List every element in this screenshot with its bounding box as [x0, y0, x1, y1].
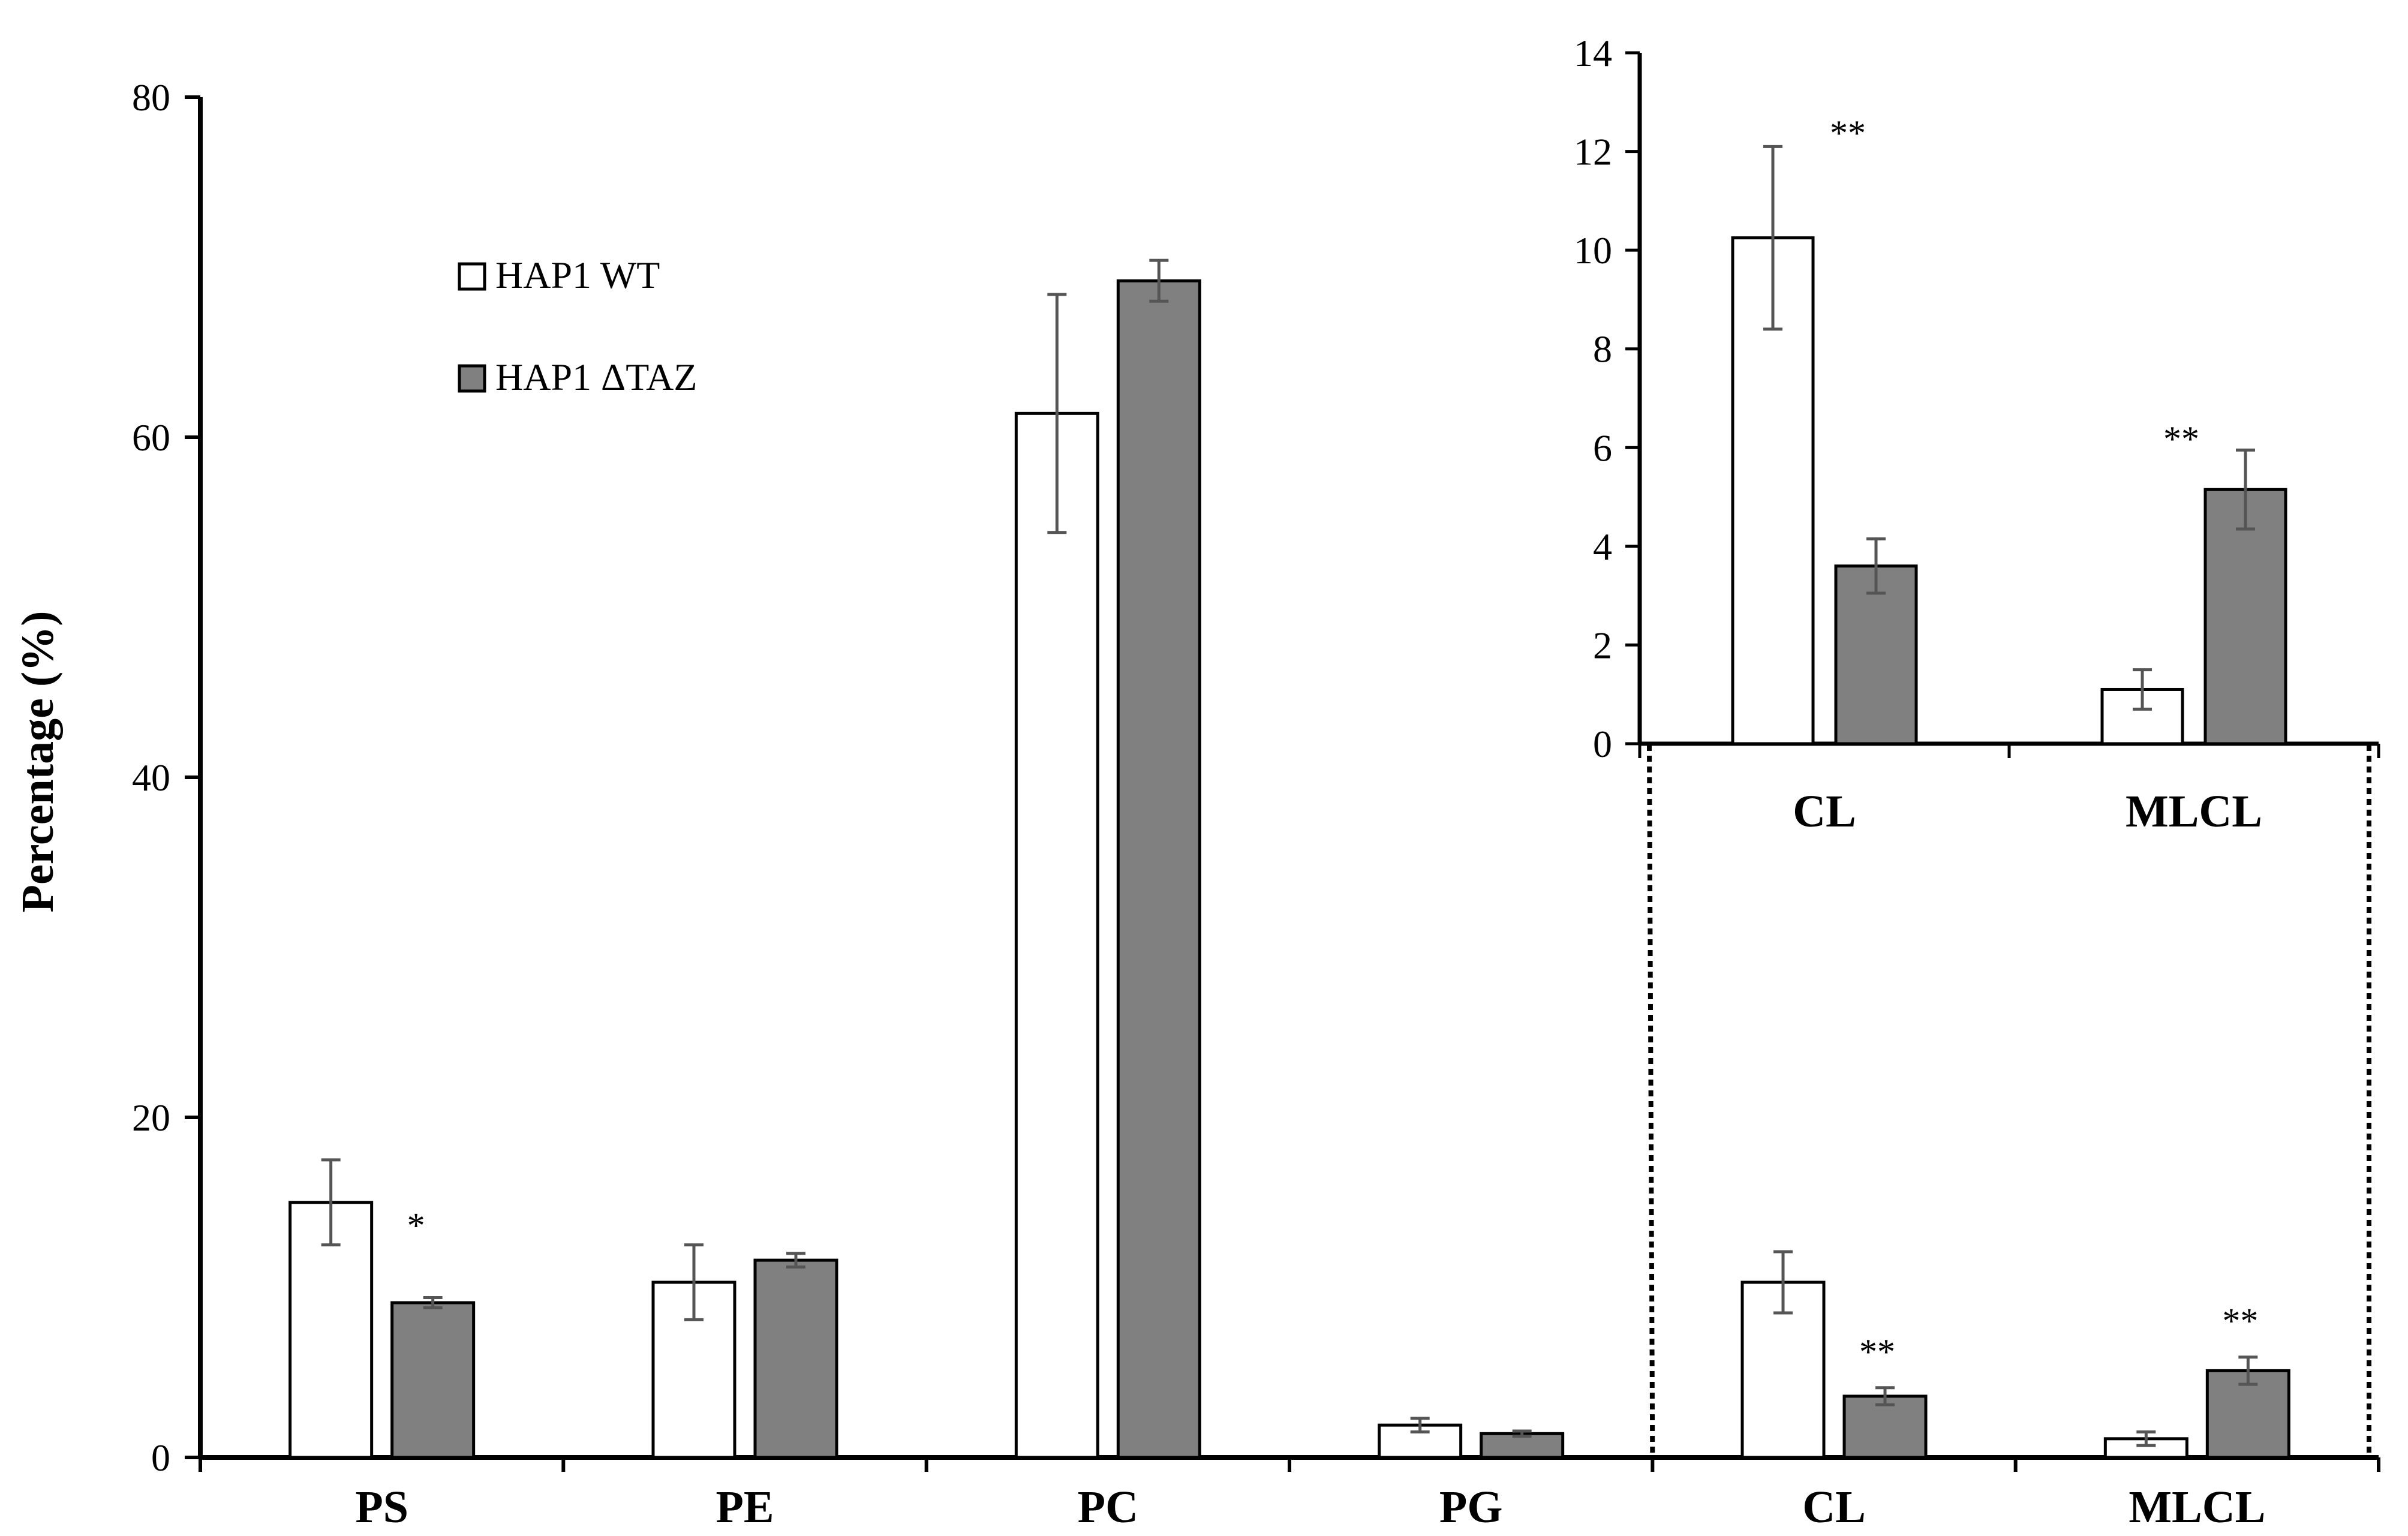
- bar-dtaz-pc: [1116, 279, 1201, 1459]
- x-category-label: PS: [355, 1482, 408, 1532]
- inset-y-tick-label: 10: [1574, 229, 1612, 272]
- inset-plot: 0 2 4 6 8 10 12 14 CL ** MLCL **: [1574, 32, 2380, 837]
- inset-y-tick-label: 0: [1593, 723, 1612, 765]
- legend-swatch-wt: [458, 262, 486, 291]
- inset-y-tick-label: 12: [1574, 131, 1612, 173]
- legend-label-dtaz: HAP1 ΔTAZ: [495, 356, 697, 398]
- legend-swatch-dtaz: [458, 364, 486, 393]
- inset-y-tick-label: 2: [1593, 624, 1612, 666]
- significance-marker: *: [407, 1206, 425, 1246]
- inset-category-label: CL: [1793, 786, 1856, 837]
- y-tick-label: 0: [151, 1436, 170, 1479]
- inset-significance-marker: **: [2163, 419, 2199, 459]
- x-category-label: CL: [1802, 1482, 1866, 1532]
- bar-dtaz-ps: [390, 1301, 476, 1459]
- y-tick-label: 40: [132, 756, 170, 799]
- y-axis-title: Percentage (%): [13, 611, 63, 913]
- bar-dtaz-pe: [753, 1258, 838, 1459]
- x-category-label: PG: [1439, 1482, 1503, 1532]
- significance-marker: **: [1859, 1332, 1895, 1372]
- bar-dtaz-cl: [1842, 1394, 1928, 1459]
- connector-left: [1647, 744, 1655, 1458]
- inset-y-tick-label: 14: [1574, 32, 1612, 74]
- x-category-label: PE: [716, 1482, 774, 1532]
- bar-wt-pc: [1014, 411, 1099, 1459]
- inset-category-label: MLCL: [2126, 786, 2262, 837]
- y-tick-label: 60: [132, 416, 170, 459]
- x-category-label: MLCL: [2129, 1482, 2265, 1532]
- zoom-connector: [1647, 744, 2371, 1458]
- significance-marker: **: [2222, 1301, 2258, 1341]
- y-tick-label: 20: [132, 1096, 170, 1139]
- inset-significance-marker: **: [1830, 113, 1866, 153]
- legend: HAP1 WT HAP1 ΔTAZ: [458, 254, 697, 398]
- legend-label-wt: HAP1 WT: [495, 254, 660, 296]
- inset-y-tick-label: 8: [1593, 328, 1612, 371]
- bar-wt-ps: [288, 1201, 374, 1459]
- y-tick-label: 80: [132, 76, 170, 119]
- inset-y-tick-label: 4: [1593, 525, 1612, 568]
- inset-y-tick-label: 6: [1593, 426, 1612, 469]
- x-category-label: PC: [1078, 1482, 1138, 1532]
